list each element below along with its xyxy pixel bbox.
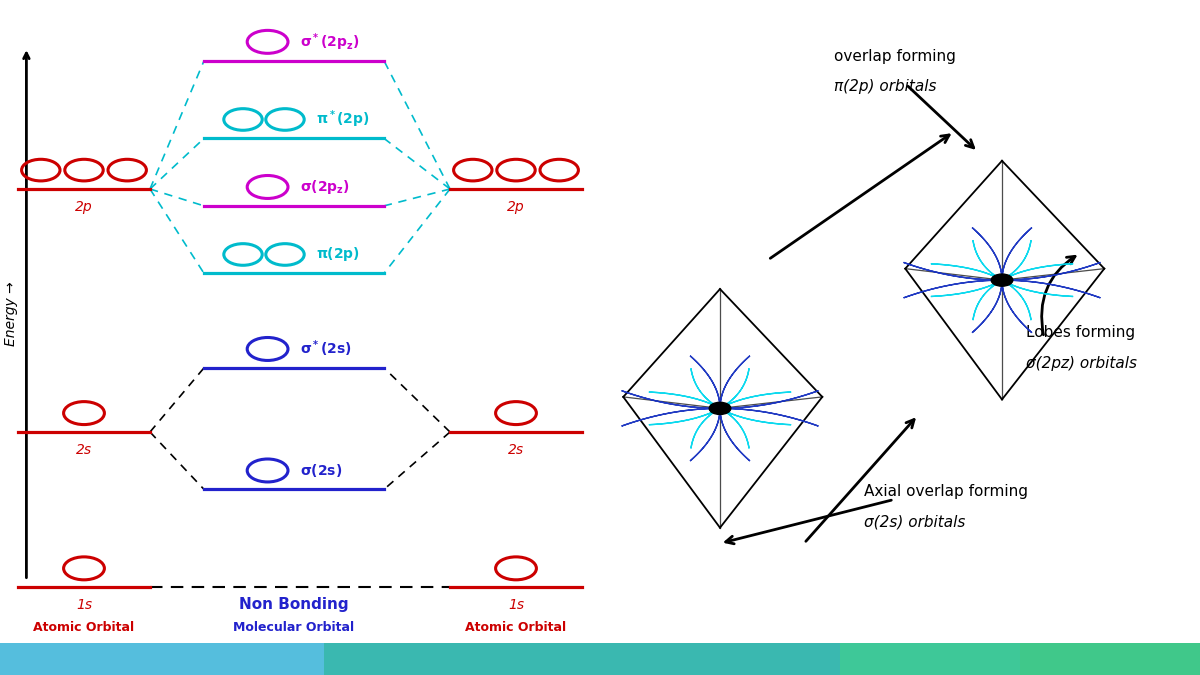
Polygon shape [931,280,1002,320]
Text: 2s: 2s [76,443,92,456]
Text: σ(2pz) orbitals: σ(2pz) orbitals [1026,356,1138,371]
Text: π(2p) orbitals: π(2p) orbitals [834,79,936,94]
Text: Axial overlap forming: Axial overlap forming [864,484,1028,499]
Text: $\bf{\sigma(2s)}$: $\bf{\sigma(2s)}$ [300,462,342,479]
Text: 1s: 1s [508,598,524,612]
Text: Atomic Orbital: Atomic Orbital [34,621,134,634]
Polygon shape [1002,263,1100,298]
Bar [840,643,1020,675]
Polygon shape [931,240,1002,280]
Text: $\bf{\sigma^*(2s)}$: $\bf{\sigma^*(2s)}$ [300,339,352,359]
Polygon shape [972,280,1032,333]
Bar [648,643,840,675]
Text: Atomic Orbital: Atomic Orbital [466,621,566,634]
Text: 2s: 2s [508,443,524,456]
Text: σ(2s) orbitals: σ(2s) orbitals [864,514,965,529]
Text: Non Bonding: Non Bonding [239,597,349,612]
Polygon shape [690,356,750,408]
Polygon shape [904,263,1002,298]
Bar [1020,643,1200,675]
Text: 2p: 2p [508,200,524,213]
Text: 1s: 1s [76,598,92,612]
Text: Molecular Orbital: Molecular Orbital [234,621,354,634]
Text: $\bf{\sigma(2p_z)}$: $\bf{\sigma(2p_z)}$ [300,178,350,196]
Polygon shape [1002,280,1073,320]
Polygon shape [649,408,720,448]
Polygon shape [1002,240,1073,280]
Polygon shape [720,391,818,426]
Bar [324,643,648,675]
Polygon shape [622,391,720,426]
Polygon shape [720,369,791,408]
Text: Energy →: Energy → [4,281,18,346]
Text: $\bf{\sigma^*(2p_z)}$: $\bf{\sigma^*(2p_z)}$ [300,31,360,53]
Polygon shape [690,408,750,461]
Text: Lobes forming: Lobes forming [1026,325,1135,340]
Bar [0,643,324,675]
Text: overlap forming: overlap forming [834,49,956,63]
Text: $\bf{\pi(2p)}$: $\bf{\pi(2p)}$ [316,246,360,263]
Circle shape [991,274,1013,286]
Text: $\bf{\pi^*(2p)}$: $\bf{\pi^*(2p)}$ [316,109,370,130]
Circle shape [709,402,731,414]
Polygon shape [972,227,1032,280]
Polygon shape [720,408,791,448]
Text: 2p: 2p [76,200,92,213]
Polygon shape [649,369,720,408]
